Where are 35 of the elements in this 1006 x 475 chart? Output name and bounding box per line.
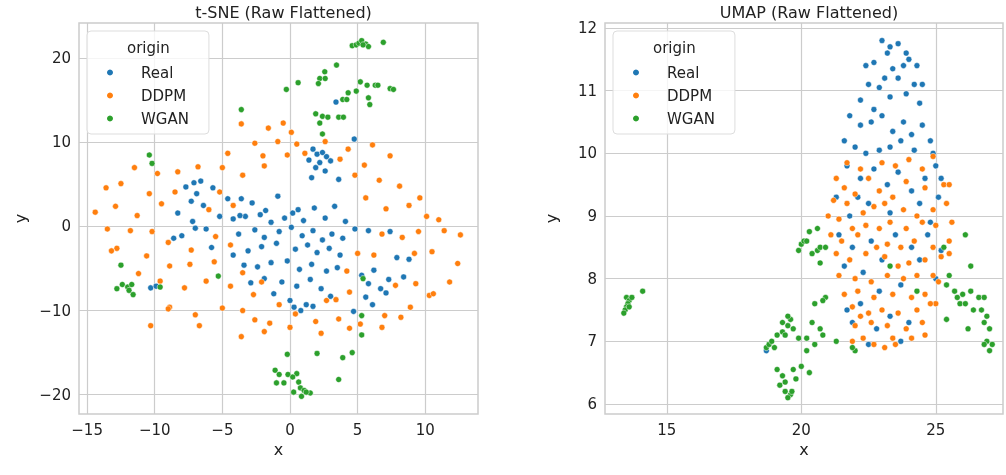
x-tick-label: 10 bbox=[415, 420, 435, 439]
y-tick-label: 7 bbox=[587, 332, 597, 351]
legend-title: origin bbox=[127, 38, 170, 57]
y-tick-label: 8 bbox=[587, 269, 597, 288]
y-tick-label: −20 bbox=[39, 385, 71, 404]
x-axis-title: x bbox=[273, 440, 284, 460]
y-tick-label: 10 bbox=[577, 144, 597, 163]
x-tick-label: 20 bbox=[791, 420, 811, 439]
y-tick-label: 0 bbox=[61, 217, 71, 236]
legend-label: WGAN bbox=[141, 109, 189, 128]
y-tick-label: 12 bbox=[577, 19, 597, 38]
x-tick-label: 15 bbox=[657, 420, 677, 439]
chart-title: UMAP (Raw Flattened) bbox=[719, 2, 899, 22]
y-tick-label: 20 bbox=[51, 49, 71, 68]
y-axis-title: y bbox=[10, 213, 30, 224]
chart-title: t-SNE (Raw Flattened) bbox=[195, 2, 372, 22]
y-tick-label: 6 bbox=[587, 394, 597, 413]
x-tick-label: 25 bbox=[926, 420, 946, 439]
x-tick-label: 0 bbox=[285, 420, 295, 439]
x-tick-label: −5 bbox=[211, 420, 234, 439]
x-tick-label: −15 bbox=[71, 420, 103, 439]
legend-label: Real bbox=[667, 63, 700, 82]
legend-title: origin bbox=[653, 38, 696, 57]
y-axis-title: y bbox=[541, 213, 561, 224]
x-tick-label: −10 bbox=[138, 420, 171, 439]
legend-label: WGAN bbox=[667, 109, 715, 128]
x-tick-label: 5 bbox=[352, 420, 363, 439]
y-tick-label: −10 bbox=[39, 301, 71, 320]
y-tick-label: 9 bbox=[587, 206, 597, 225]
legend-label: DDPM bbox=[667, 86, 713, 105]
y-tick-label: 10 bbox=[51, 133, 71, 152]
x-axis-title: x bbox=[799, 440, 809, 460]
legend-label: DDPM bbox=[141, 86, 187, 105]
y-tick-label: 11 bbox=[577, 81, 597, 100]
legend-label: Real bbox=[141, 63, 174, 82]
